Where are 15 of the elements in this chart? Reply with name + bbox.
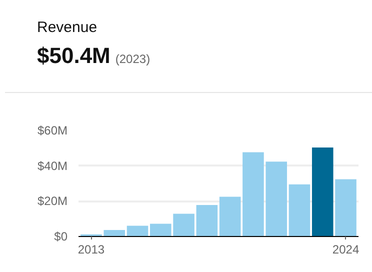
y-tick-label: $40M — [37, 158, 68, 173]
bar — [312, 147, 334, 236]
bar — [196, 205, 218, 236]
y-tick-label: $60M — [37, 124, 68, 138]
x-tick-label: 2013 — [78, 242, 105, 256]
y-tick-label: $20M — [37, 194, 68, 208]
x-tick-label: 2024 — [332, 242, 360, 256]
chart-subtitle: $50.4M — [37, 43, 110, 68]
text: (2023) — [115, 52, 150, 66]
bar — [335, 179, 356, 236]
bar — [126, 226, 148, 236]
chart-title: Revenue — [37, 18, 98, 38]
bar — [288, 184, 310, 236]
y-tick-label: $0 — [54, 230, 68, 244]
bar — [219, 196, 241, 236]
